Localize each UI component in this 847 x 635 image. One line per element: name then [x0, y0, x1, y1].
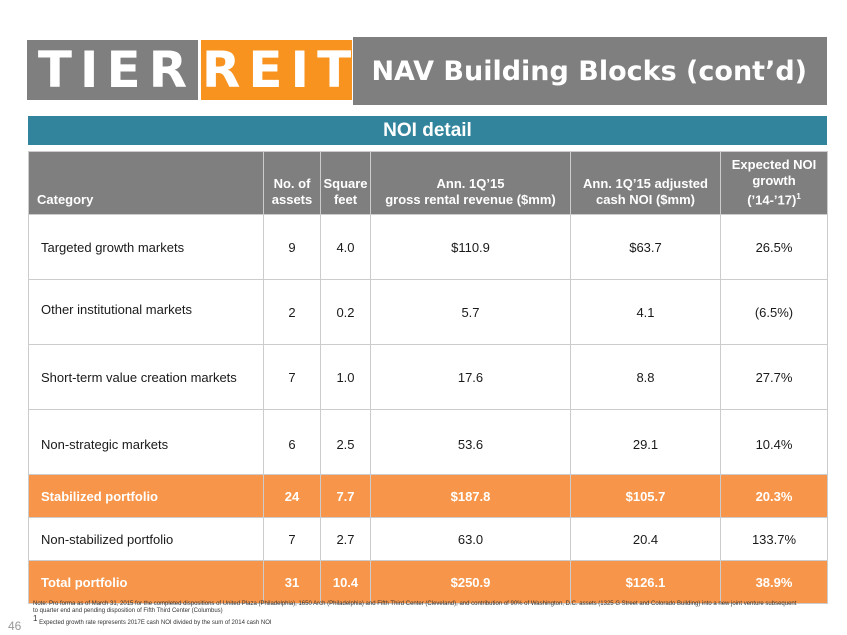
cell-growth: 26.5%: [720, 214, 828, 280]
footnote-text: Expected growth rate represents 2017E ca…: [37, 620, 272, 626]
cell-growth: 10.4%: [720, 409, 828, 475]
header-sqft-line2: feet: [333, 192, 358, 207]
cell-growth: 38.9%: [720, 560, 828, 604]
cell-growth: 27.7%: [720, 344, 828, 410]
cell-assets: 9: [263, 214, 321, 280]
cell-revenue: $187.8: [370, 474, 571, 518]
cell-category: Targeted growth markets: [28, 214, 264, 280]
header-noi: Ann. 1Q’15 adjusted cash NOI ($mm): [570, 151, 721, 215]
cell-assets: 7: [263, 344, 321, 410]
cell-assets: 24: [263, 474, 321, 518]
header-revenue-line2: gross rental revenue ($mm): [385, 192, 556, 207]
header-assets: No. of assets: [263, 151, 321, 215]
header-growth: Expected NOI growth (’14-’17)1: [720, 151, 828, 215]
cell-revenue: 63.0: [370, 517, 571, 561]
cell-assets: 7: [263, 517, 321, 561]
table-row-subtotal: Stabilized portfolio 24 7.7 $187.8 $105.…: [28, 474, 828, 518]
section-header: NOI detail: [28, 116, 827, 145]
page-number: 46: [8, 619, 22, 633]
header-growth-line3: (’14-’17): [747, 192, 797, 207]
cell-category: Non-strategic markets: [28, 409, 264, 475]
cell-revenue: $110.9: [370, 214, 571, 280]
cell-sqft: 4.0: [320, 214, 371, 280]
cell-assets: 31: [263, 560, 321, 604]
table-row: Non-strategic markets 6 2.5 53.6 29.1 10…: [28, 409, 828, 475]
header-sqft-line1: Square: [323, 176, 368, 191]
header-growth-line1: Expected NOI: [731, 156, 817, 172]
cell-revenue: $250.9: [370, 560, 571, 604]
tier-reit-logo: TIER REIT: [27, 40, 352, 100]
header-assets-line2: assets: [271, 192, 313, 207]
header-noi-line2: cash NOI ($mm): [596, 192, 695, 207]
cell-assets: 2: [263, 279, 321, 345]
cell-noi: $126.1: [570, 560, 721, 604]
cell-category: Stabilized portfolio: [28, 474, 264, 518]
cell-revenue: 5.7: [370, 279, 571, 345]
cell-category: Other institutional markets: [28, 279, 264, 345]
cell-sqft: 2.5: [320, 409, 371, 475]
table-row: Other institutional markets 2 0.2 5.7 4.…: [28, 279, 828, 345]
logo-tier-block: TIER: [27, 40, 198, 100]
cell-category: Short-term value creation markets: [28, 344, 264, 410]
cell-growth: 20.3%: [720, 474, 828, 518]
cell-sqft: 7.7: [320, 474, 371, 518]
header-revenue: Ann. 1Q’15 gross rental revenue ($mm): [370, 151, 571, 215]
cell-noi: $63.7: [570, 214, 721, 280]
table-row: Non-stabilized portfolio 7 2.7 63.0 20.4…: [28, 517, 828, 561]
logo-reit-block: REIT: [201, 40, 360, 100]
noi-detail-table: Category No. of assets Square feet Ann. 1Q…: [28, 151, 828, 604]
cell-sqft: 0.2: [320, 279, 371, 345]
cell-revenue: 53.6: [370, 409, 571, 475]
header-growth-line2: growth: [752, 172, 796, 188]
table-row: Short-term value creation markets 7 1.0 …: [28, 344, 828, 410]
header-sqft: Square feet: [320, 151, 371, 215]
cell-category: Total portfolio: [28, 560, 264, 604]
header-noi-line1: Ann. 1Q’15 adjusted: [583, 176, 708, 191]
cell-growth: (6.5%): [720, 279, 828, 345]
note-line: Note: Pro forma as of March 31, 2015 for…: [33, 601, 797, 614]
header-growth-footnote: 1: [796, 191, 801, 201]
cell-revenue: 17.6: [370, 344, 571, 410]
cell-noi: 8.8: [570, 344, 721, 410]
cell-growth: 133.7%: [720, 517, 828, 561]
title-banner: NAV Building Blocks (cont’d): [353, 37, 827, 105]
table-row: Targeted growth markets 9 4.0 $110.9 $63…: [28, 214, 828, 280]
section-title: NOI detail: [383, 119, 472, 141]
footnote-line: 1 Expected growth rate represents 2017E …: [33, 615, 803, 627]
cell-category: Non-stabilized portfolio: [28, 517, 264, 561]
page-title: NAV Building Blocks (cont’d): [371, 55, 807, 87]
cell-noi: 4.1: [570, 279, 721, 345]
cell-assets: 6: [263, 409, 321, 475]
cell-sqft: 1.0: [320, 344, 371, 410]
header-category: Category: [28, 151, 264, 215]
cell-noi: 20.4: [570, 517, 721, 561]
cell-noi: $105.7: [570, 474, 721, 518]
footnotes: Note: Pro forma as of March 31, 2015 for…: [33, 601, 803, 627]
header-revenue-line1: Ann. 1Q’15: [436, 176, 505, 191]
cell-sqft: 2.7: [320, 517, 371, 561]
table-header-row: Category No. of assets Square feet Ann. 1Q…: [28, 151, 828, 215]
header-assets-line1: No. of: [273, 176, 311, 191]
cell-noi: 29.1: [570, 409, 721, 475]
table-row-total: Total portfolio 31 10.4 $250.9 $126.1 38…: [28, 560, 828, 604]
footnote-marker: 1: [33, 614, 38, 623]
cell-sqft: 10.4: [320, 560, 371, 604]
